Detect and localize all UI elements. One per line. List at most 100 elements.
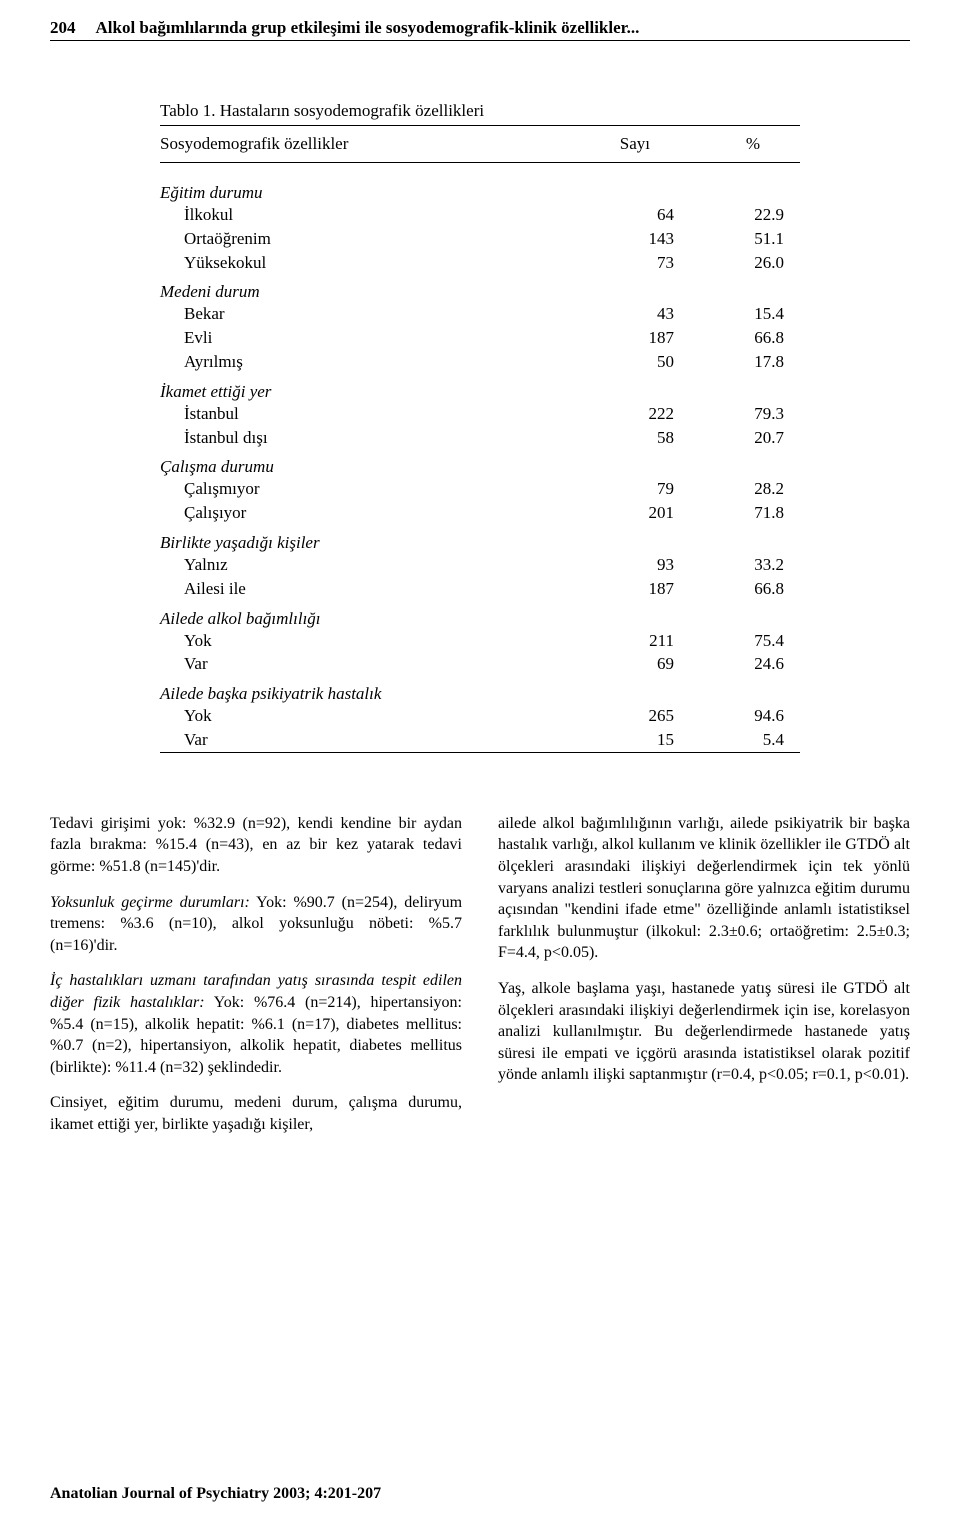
paragraph: Tedavi girişimi yok: %32.9 (n=92), kendi… bbox=[50, 813, 462, 878]
cell-label: Var bbox=[160, 728, 564, 752]
paragraph: Yoksunluk geçirme durumları: Yok: %90.7 … bbox=[50, 892, 462, 957]
table-body: Eğitim durumuİlkokul6422.9Ortaöğrenim143… bbox=[160, 163, 800, 752]
table-group: İkamet ettiği yerİstanbul22279.3İstanbul… bbox=[160, 382, 800, 450]
cell-percent: 26.0 bbox=[674, 251, 784, 275]
cell-count: 50 bbox=[564, 350, 674, 374]
cell-percent: 33.2 bbox=[674, 553, 784, 577]
italic-lead: Yoksunluk geçirme durumları: bbox=[50, 894, 250, 911]
group-title: İkamet ettiği yer bbox=[160, 382, 800, 402]
table-row: Var155.4 bbox=[160, 728, 800, 752]
cell-count: 15 bbox=[564, 728, 674, 752]
cell-percent: 24.6 bbox=[674, 652, 784, 676]
cell-percent: 20.7 bbox=[674, 426, 784, 450]
cell-count: 43 bbox=[564, 302, 674, 326]
table-row: Yok26594.6 bbox=[160, 704, 800, 728]
table-row: Yok21175.4 bbox=[160, 629, 800, 653]
table-group: Eğitim durumuİlkokul6422.9Ortaöğrenim143… bbox=[160, 183, 800, 274]
table-row: Ailesi ile18766.8 bbox=[160, 577, 800, 601]
cell-percent: 75.4 bbox=[674, 629, 784, 653]
cell-count: 265 bbox=[564, 704, 674, 728]
cell-percent: 15.4 bbox=[674, 302, 784, 326]
cell-percent: 66.8 bbox=[674, 326, 784, 350]
group-title: Ailede alkol bağımlılığı bbox=[160, 609, 800, 629]
cell-label: Yok bbox=[160, 704, 564, 728]
table-title: Tablo 1. Hastaların sosyodemografik özel… bbox=[160, 101, 800, 121]
cell-count: 69 bbox=[564, 652, 674, 676]
cell-count: 73 bbox=[564, 251, 674, 275]
right-column: ailede alkol bağımlılığının varlığı, ail… bbox=[498, 813, 910, 1150]
table-header-row: Sosyodemografik özellikler Sayı % bbox=[160, 126, 800, 162]
col-header-count: Sayı bbox=[540, 134, 650, 154]
left-column: Tedavi girişimi yok: %32.9 (n=92), kendi… bbox=[50, 813, 462, 1150]
table-group: Çalışma durumuÇalışmıyor7928.2Çalışıyor2… bbox=[160, 457, 800, 525]
cell-percent: 66.8 bbox=[674, 577, 784, 601]
cell-percent: 51.1 bbox=[674, 227, 784, 251]
table-row: Var6924.6 bbox=[160, 652, 800, 676]
table-group: Birlikte yaşadığı kişilerYalnız9333.2Ail… bbox=[160, 533, 800, 601]
cell-label: Yüksekokul bbox=[160, 251, 564, 275]
table-row: Ayrılmış5017.8 bbox=[160, 350, 800, 374]
group-title: Eğitim durumu bbox=[160, 183, 800, 203]
table-row: İstanbul22279.3 bbox=[160, 402, 800, 426]
group-title: Ailede başka psikiyatrik hastalık bbox=[160, 684, 800, 704]
cell-count: 64 bbox=[564, 203, 674, 227]
table-group: Medeni durumBekar4315.4Evli18766.8Ayrılm… bbox=[160, 282, 800, 373]
cell-label: Ortaöğrenim bbox=[160, 227, 564, 251]
cell-label: Ailesi ile bbox=[160, 577, 564, 601]
table-row: Ortaöğrenim14351.1 bbox=[160, 227, 800, 251]
cell-label: Yok bbox=[160, 629, 564, 653]
cell-percent: 79.3 bbox=[674, 402, 784, 426]
col-header-percent: % bbox=[650, 134, 760, 154]
cell-percent: 28.2 bbox=[674, 477, 784, 501]
running-head: 204 Alkol bağımlılarında grup etkileşimi… bbox=[50, 18, 910, 38]
table-group: Ailede alkol bağımlılığıYok21175.4Var692… bbox=[160, 609, 800, 677]
paragraph: Cinsiyet, eğitim durumu, medeni durum, ç… bbox=[50, 1092, 462, 1135]
group-title: Birlikte yaşadığı kişiler bbox=[160, 533, 800, 553]
running-title: Alkol bağımlılarında grup etkileşimi ile… bbox=[96, 18, 640, 38]
cell-percent: 5.4 bbox=[674, 728, 784, 752]
col-header-label: Sosyodemografik özellikler bbox=[160, 134, 540, 154]
table-row: Çalışıyor20171.8 bbox=[160, 501, 800, 525]
table-row: Bekar4315.4 bbox=[160, 302, 800, 326]
table-row: Yalnız9333.2 bbox=[160, 553, 800, 577]
cell-label: Bekar bbox=[160, 302, 564, 326]
cell-label: İlkokul bbox=[160, 203, 564, 227]
cell-count: 79 bbox=[564, 477, 674, 501]
paragraph: İç hastalıkları uzmanı tarafından yatış … bbox=[50, 970, 462, 1078]
cell-label: Çalışmıyor bbox=[160, 477, 564, 501]
footer-citation: Anatolian Journal of Psychiatry 2003; 4:… bbox=[50, 1485, 381, 1503]
cell-percent: 71.8 bbox=[674, 501, 784, 525]
cell-label: Çalışıyor bbox=[160, 501, 564, 525]
table-group: Ailede başka psikiyatrik hastalıkYok2659… bbox=[160, 684, 800, 752]
table-row: Evli18766.8 bbox=[160, 326, 800, 350]
cell-count: 187 bbox=[564, 577, 674, 601]
cell-label: Yalnız bbox=[160, 553, 564, 577]
cell-label: İstanbul dışı bbox=[160, 426, 564, 450]
cell-count: 201 bbox=[564, 501, 674, 525]
paragraph: Yaş, alkole başlama yaşı, hastanede yatı… bbox=[498, 978, 910, 1086]
group-title: Medeni durum bbox=[160, 282, 800, 302]
table-row: İlkokul6422.9 bbox=[160, 203, 800, 227]
page-number: 204 bbox=[50, 18, 76, 38]
cell-count: 222 bbox=[564, 402, 674, 426]
table-row: Çalışmıyor7928.2 bbox=[160, 477, 800, 501]
cell-count: 58 bbox=[564, 426, 674, 450]
cell-percent: 22.9 bbox=[674, 203, 784, 227]
cell-label: Ayrılmış bbox=[160, 350, 564, 374]
page: 204 Alkol bağımlılarında grup etkileşimi… bbox=[0, 0, 960, 1533]
cell-percent: 17.8 bbox=[674, 350, 784, 374]
cell-count: 93 bbox=[564, 553, 674, 577]
cell-label: Var bbox=[160, 652, 564, 676]
table1: Tablo 1. Hastaların sosyodemografik özel… bbox=[160, 101, 800, 753]
table-row: İstanbul dışı5820.7 bbox=[160, 426, 800, 450]
cell-count: 143 bbox=[564, 227, 674, 251]
cell-count: 187 bbox=[564, 326, 674, 350]
table-rule-bottom bbox=[160, 752, 800, 753]
header-rule bbox=[50, 40, 910, 41]
cell-count: 211 bbox=[564, 629, 674, 653]
table-row: Yüksekokul7326.0 bbox=[160, 251, 800, 275]
cell-label: Evli bbox=[160, 326, 564, 350]
group-title: Çalışma durumu bbox=[160, 457, 800, 477]
cell-label: İstanbul bbox=[160, 402, 564, 426]
body-columns: Tedavi girişimi yok: %32.9 (n=92), kendi… bbox=[50, 813, 910, 1150]
